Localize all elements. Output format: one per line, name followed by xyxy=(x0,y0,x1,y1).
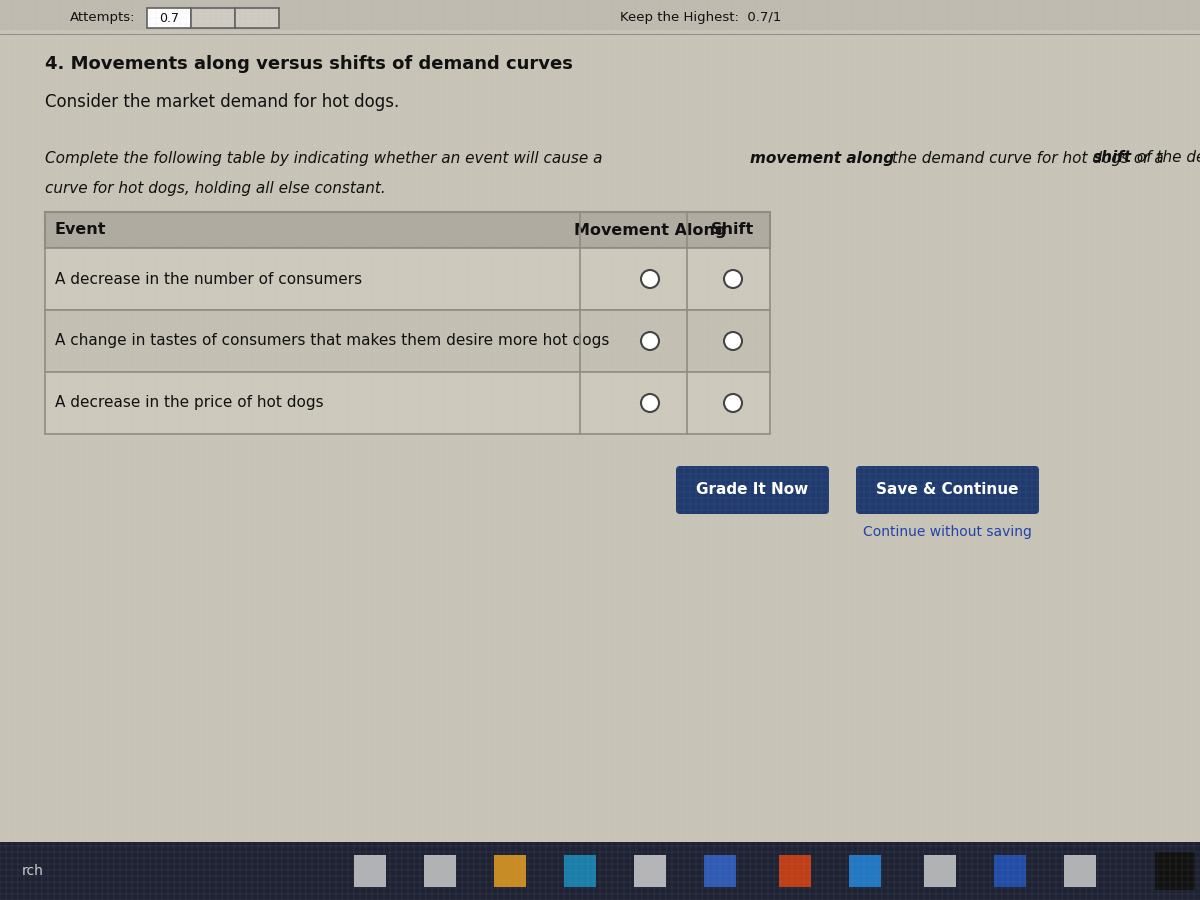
Circle shape xyxy=(724,332,742,350)
Text: Consider the market demand for hot dogs.: Consider the market demand for hot dogs. xyxy=(46,93,400,111)
Text: rch: rch xyxy=(22,864,44,878)
Text: Movement Along: Movement Along xyxy=(574,222,726,238)
Text: Attempts:: Attempts: xyxy=(70,12,136,24)
FancyBboxPatch shape xyxy=(46,372,770,434)
FancyBboxPatch shape xyxy=(424,855,456,887)
FancyBboxPatch shape xyxy=(191,8,235,28)
Text: Shift: Shift xyxy=(712,222,755,238)
Text: 4. Movements along versus shifts of demand curves: 4. Movements along versus shifts of dema… xyxy=(46,55,572,73)
Circle shape xyxy=(724,270,742,288)
Circle shape xyxy=(641,332,659,350)
FancyBboxPatch shape xyxy=(46,212,770,248)
Text: Complete the following table by indicating whether an event will cause a: Complete the following table by indicati… xyxy=(46,150,607,166)
Circle shape xyxy=(641,394,659,412)
FancyBboxPatch shape xyxy=(148,8,191,28)
FancyBboxPatch shape xyxy=(994,855,1026,887)
FancyBboxPatch shape xyxy=(494,855,526,887)
FancyBboxPatch shape xyxy=(0,842,1200,900)
FancyBboxPatch shape xyxy=(46,310,770,372)
Text: the demand curve for hot dogs or a: the demand curve for hot dogs or a xyxy=(887,150,1169,166)
FancyBboxPatch shape xyxy=(1154,852,1195,890)
Text: Grade It Now: Grade It Now xyxy=(696,482,809,498)
FancyBboxPatch shape xyxy=(676,466,829,514)
FancyBboxPatch shape xyxy=(850,855,881,887)
Text: 0.7: 0.7 xyxy=(158,12,179,24)
FancyBboxPatch shape xyxy=(0,0,1200,30)
Circle shape xyxy=(641,270,659,288)
Text: Save & Continue: Save & Continue xyxy=(876,482,1019,498)
FancyBboxPatch shape xyxy=(1064,855,1096,887)
FancyBboxPatch shape xyxy=(46,248,770,310)
Text: A change in tastes of consumers that makes them desire more hot dogs: A change in tastes of consumers that mak… xyxy=(55,334,610,348)
Text: movement along: movement along xyxy=(750,150,894,166)
Text: Continue without saving: Continue without saving xyxy=(863,525,1032,539)
FancyBboxPatch shape xyxy=(704,855,736,887)
Text: A decrease in the price of hot dogs: A decrease in the price of hot dogs xyxy=(55,395,324,410)
Text: Event: Event xyxy=(55,222,107,238)
FancyBboxPatch shape xyxy=(779,855,811,887)
Text: A decrease in the number of consumers: A decrease in the number of consumers xyxy=(55,272,362,286)
FancyBboxPatch shape xyxy=(235,8,278,28)
FancyBboxPatch shape xyxy=(634,855,666,887)
Text: of the demand: of the demand xyxy=(1132,150,1200,166)
Text: curve for hot dogs, holding all else constant.: curve for hot dogs, holding all else con… xyxy=(46,181,385,195)
Circle shape xyxy=(724,394,742,412)
FancyBboxPatch shape xyxy=(354,855,386,887)
Text: Keep the Highest:  0.7/1: Keep the Highest: 0.7/1 xyxy=(620,12,781,24)
FancyBboxPatch shape xyxy=(564,855,596,887)
Text: shift: shift xyxy=(1093,150,1132,166)
FancyBboxPatch shape xyxy=(924,855,956,887)
FancyBboxPatch shape xyxy=(856,466,1039,514)
